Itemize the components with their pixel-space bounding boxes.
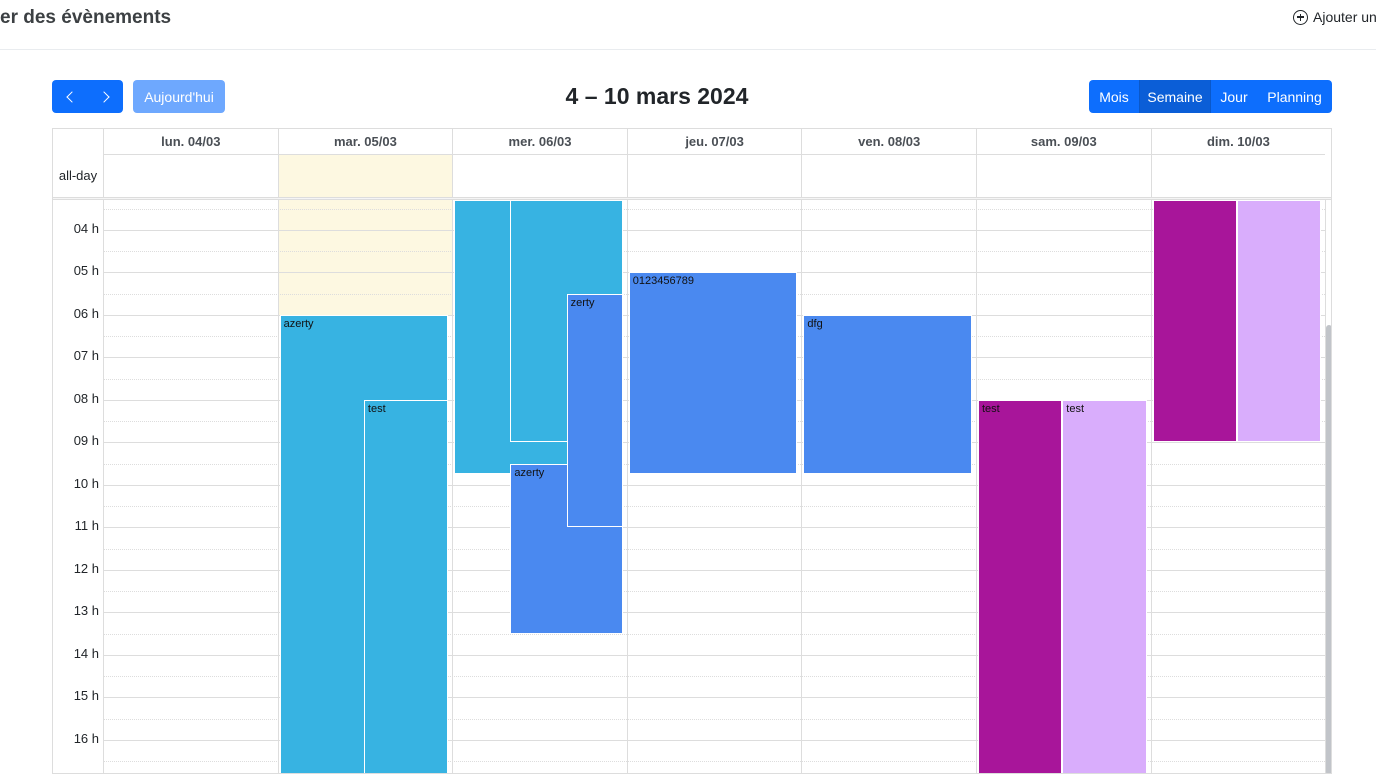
- allday-label: all-day: [58, 168, 98, 183]
- allday-cell[interactable]: [626, 155, 802, 197]
- hour-label: 11 h: [74, 518, 99, 534]
- allday-cell[interactable]: [801, 155, 976, 197]
- nav-button-group: [52, 80, 123, 113]
- slot-line: [103, 761, 1325, 762]
- hour-label: 14 h: [73, 645, 99, 661]
- calendar-event[interactable]: test: [363, 399, 449, 773]
- hour-label: 07 h: [73, 348, 99, 364]
- allday-cell[interactable]: [277, 155, 453, 197]
- today-column-highlight: [277, 200, 453, 315]
- slot-line: [103, 229, 1325, 231]
- day-column-line: [976, 200, 977, 773]
- scrollbar-thumb[interactable]: [1326, 325, 1331, 773]
- slot-line: [103, 612, 1325, 614]
- hour-label: 04 h: [73, 220, 99, 236]
- day-column-line: [103, 200, 104, 773]
- slot-line: [103, 676, 1325, 677]
- day-column-line: [801, 200, 803, 773]
- allday-cell[interactable]: [103, 155, 278, 197]
- today-button[interactable]: Aujourd'hui: [133, 80, 225, 113]
- page-title: er des évènements: [0, 7, 172, 28]
- slot-line: [103, 718, 1325, 720]
- day-header: mer. 06/03: [452, 129, 627, 155]
- time-grid[interactable]: 04 h 05 h 06 h 07 h 08 h 09 h 10 h 11 h 12 h 13 h…: [53, 200, 1331, 773]
- calendar-event[interactable]: [1152, 200, 1237, 443]
- day-column-line: [277, 200, 279, 773]
- day-header: sam. 09/03: [976, 129, 1151, 155]
- view-week-button[interactable]: Semaine: [1139, 80, 1211, 113]
- day-column-line: [1150, 200, 1152, 773]
- next-button[interactable]: [88, 80, 123, 113]
- slot-line: [103, 527, 1325, 529]
- slot-line: [103, 208, 1325, 210]
- hour-label: 06 h: [73, 305, 99, 321]
- hour-label: 13 h: [73, 603, 99, 619]
- day-header: mar. 05/03: [277, 129, 453, 155]
- add-event-button[interactable]: Ajouter un: [1293, 9, 1376, 25]
- slot-line: [103, 484, 1325, 486]
- calendar-event[interactable]: [1236, 200, 1322, 443]
- day-header: ven. 08/03: [801, 129, 976, 155]
- calendar-title: 4 – 10 mars 2024: [565, 83, 749, 109]
- hour-label: 08 h: [73, 390, 99, 406]
- add-event-label: Ajouter un: [1313, 9, 1376, 25]
- calendar-scrollbar[interactable]: [1325, 325, 1331, 773]
- calendar-event[interactable]: 0123456789: [628, 272, 798, 475]
- allday-cell[interactable]: [452, 155, 627, 197]
- week-calendar: all-day 04 h 05 h 06 h 07 h 08 h 09 h 10 h 11 h…: [52, 128, 1332, 774]
- allday-divider: [53, 197, 1331, 200]
- view-day-button[interactable]: Jour: [1211, 80, 1257, 113]
- hour-label: 05 h: [73, 263, 99, 279]
- calendar-event[interactable]: test: [978, 399, 1063, 773]
- toolbar-nav: Aujourd'hui: [52, 80, 225, 113]
- view-month-button[interactable]: Mois: [1089, 80, 1139, 113]
- slot-line: [103, 251, 1325, 252]
- slot-line: [103, 591, 1325, 592]
- calendar-event[interactable]: test: [1062, 399, 1147, 773]
- view-switcher: Mois Semaine Jour Planning: [1089, 80, 1332, 113]
- calendar-event[interactable]: zerty: [566, 293, 623, 528]
- slot-line: [103, 654, 1325, 656]
- day-column-line: [626, 200, 628, 773]
- hour-label: 09 h: [73, 433, 99, 449]
- day-header: dim. 10/03: [1150, 129, 1326, 155]
- day-column-line: [452, 200, 454, 773]
- day-column-line: [1325, 200, 1327, 773]
- hour-label: 16 h: [73, 730, 99, 746]
- calendar-event[interactable]: dfg: [803, 314, 972, 475]
- slot-line: [103, 506, 1325, 507]
- hour-label: 12 h: [73, 560, 99, 576]
- slot-line: [103, 633, 1325, 635]
- plus-circle-icon: [1293, 9, 1308, 25]
- slot-line: [103, 739, 1325, 741]
- day-header: lun. 04/03: [103, 129, 278, 155]
- prev-button[interactable]: [52, 80, 88, 113]
- hour-label: 15 h: [73, 688, 99, 704]
- slot-line: [103, 569, 1325, 571]
- page-header: er des évènements Ajouter un: [0, 0, 1376, 50]
- day-header: jeu. 07/03: [626, 129, 802, 155]
- view-planning-button[interactable]: Planning: [1257, 80, 1332, 113]
- slot-line: [103, 697, 1325, 699]
- slot-line: [103, 548, 1325, 550]
- allday-cell[interactable]: [1150, 155, 1326, 197]
- allday-cell[interactable]: [976, 155, 1151, 197]
- hour-label: 10 h: [73, 475, 99, 491]
